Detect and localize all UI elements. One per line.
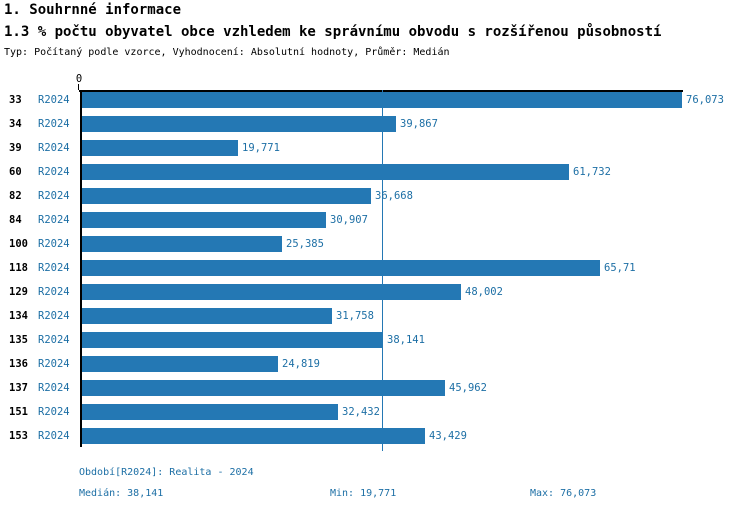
series-label: R2024: [38, 310, 70, 322]
value-label: 39,867: [400, 118, 438, 130]
category-label: 60: [9, 166, 22, 178]
series-label: R2024: [38, 358, 70, 370]
bar: [82, 140, 238, 156]
series-label: R2024: [38, 118, 70, 130]
bar: [82, 212, 326, 228]
series-label: R2024: [38, 190, 70, 202]
series-label: R2024: [38, 166, 70, 178]
series-label: R2024: [38, 94, 70, 106]
series-label: R2024: [38, 334, 70, 346]
value-label: 19,771: [242, 142, 280, 154]
x-axis-zero-tick-label: 0: [75, 73, 83, 85]
category-label: 100: [9, 238, 28, 250]
x-axis-line: [79, 90, 683, 92]
value-label: 24,819: [282, 358, 320, 370]
series-label: R2024: [38, 142, 70, 154]
y-axis-line: [80, 90, 82, 447]
min-stat: Min: 19,771: [330, 488, 397, 499]
bar: [82, 404, 338, 420]
x-axis-tick-mark: [78, 84, 79, 90]
category-label: 136: [9, 358, 28, 370]
category-label: 118: [9, 262, 28, 274]
category-label: 134: [9, 310, 28, 322]
bar: [82, 284, 461, 300]
category-label: 153: [9, 430, 28, 442]
category-label: 82: [9, 190, 22, 202]
value-label: 36,668: [375, 190, 413, 202]
bar: [82, 236, 282, 252]
bar: [82, 428, 425, 444]
category-label: 129: [9, 286, 28, 298]
median-stat: Medián: 38,141: [79, 488, 164, 499]
max-stat: Max: 76,073: [530, 488, 597, 499]
category-label: 135: [9, 334, 28, 346]
bar: [82, 308, 332, 324]
series-label: R2024: [38, 406, 70, 418]
value-label: 48,002: [465, 286, 503, 298]
chart-subtitle: Typ: Počítaný podle vzorce, Vyhodnocení:…: [4, 47, 450, 58]
value-label: 65,71: [604, 262, 636, 274]
value-label: 43,429: [429, 430, 467, 442]
value-label: 32,432: [342, 406, 380, 418]
category-label: 39: [9, 142, 22, 154]
category-label: 137: [9, 382, 28, 394]
value-label: 76,073: [686, 94, 724, 106]
series-label: R2024: [38, 286, 70, 298]
bar: [82, 332, 383, 348]
value-label: 45,962: [449, 382, 487, 394]
value-label: 61,732: [573, 166, 611, 178]
bar: [82, 116, 396, 132]
bar: [82, 188, 371, 204]
series-label: R2024: [38, 262, 70, 274]
value-label: 25,385: [286, 238, 324, 250]
series-label: R2024: [38, 238, 70, 250]
category-label: 84: [9, 214, 22, 226]
chart-title: 1.3 % počtu obyvatel obce vzhledem ke sp…: [4, 24, 662, 40]
value-label: 31,758: [336, 310, 374, 322]
category-label: 33: [9, 94, 22, 106]
section-title: 1. Souhrnné informace: [4, 2, 182, 18]
series-label: R2024: [38, 214, 70, 226]
series-label: R2024: [38, 382, 70, 394]
value-label: 38,141: [387, 334, 425, 346]
bar: [82, 92, 682, 108]
value-label: 30,907: [330, 214, 368, 226]
bar: [82, 164, 569, 180]
category-label: 151: [9, 406, 28, 418]
category-label: 34: [9, 118, 22, 130]
series-label: R2024: [38, 430, 70, 442]
bar: [82, 356, 278, 372]
bar: [82, 260, 600, 276]
bar: [82, 380, 445, 396]
period-label: Období[R2024]: Realita - 2024: [79, 467, 254, 478]
